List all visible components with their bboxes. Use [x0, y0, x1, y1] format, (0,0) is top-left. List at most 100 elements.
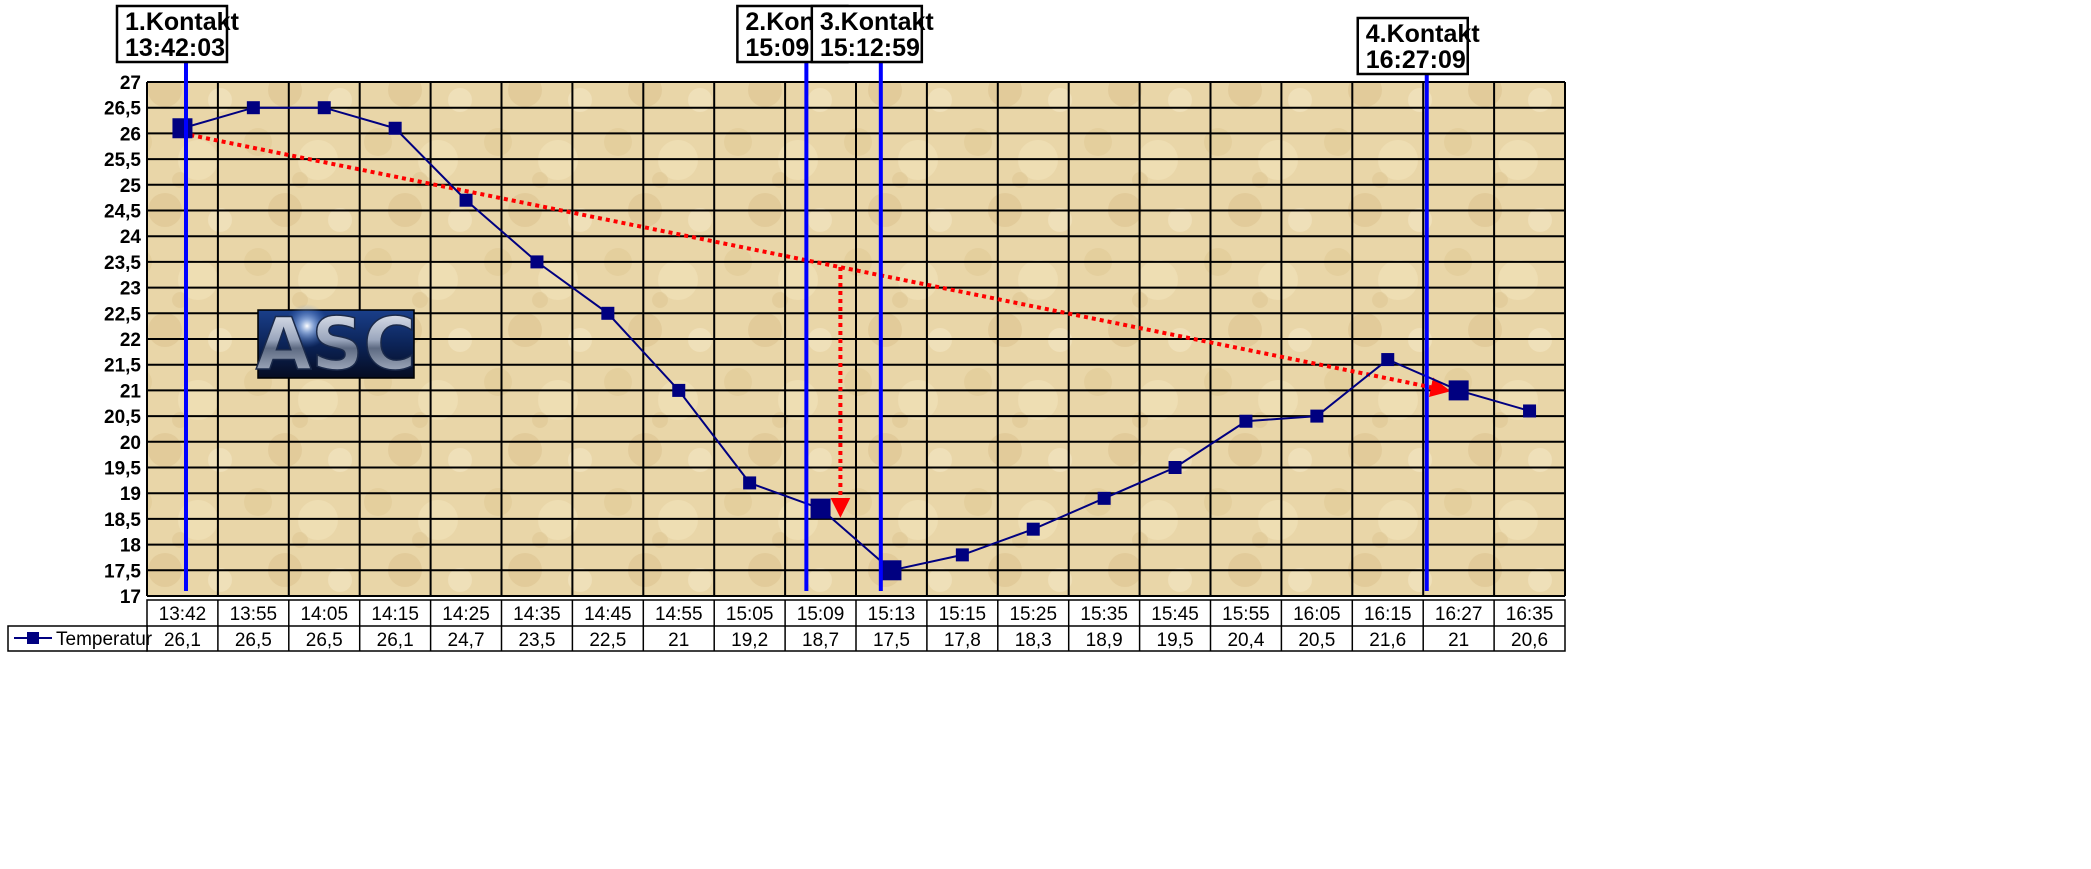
data-label: 23,5 — [518, 630, 555, 651]
data-point — [388, 121, 402, 135]
data-label: 17,5 — [873, 630, 910, 651]
data-label: 18,7 — [802, 630, 839, 651]
y-tick-label: 27 — [120, 73, 141, 94]
data-label: 24,7 — [448, 630, 485, 651]
x-tick-label: 14:35 — [513, 604, 561, 625]
x-tick-label: 14:25 — [442, 604, 490, 625]
contact-annotation-box — [1356, 16, 1469, 76]
asc-logo: ASC — [255, 301, 417, 387]
data-label: 20,6 — [1511, 630, 1548, 651]
contact-annotations: 1.Kontakt13:42:032.Kontakt15:09:363.Kont… — [115, 4, 1481, 76]
data-label: 18,3 — [1015, 630, 1052, 651]
x-tick-label: 16:15 — [1364, 604, 1412, 625]
contact-data-point — [172, 118, 193, 139]
data-table: 13:42 26,1 13:55 26,5 14:05 26,5 14:15 26,1 14:2… — [7, 599, 1566, 652]
y-axis-ticks: 17 17,5 18 18,5 19 19,5 20 20,5 21 21,5 22 22,5 23 23… — [104, 73, 141, 608]
y-tick-label: 22,5 — [104, 304, 141, 325]
data-label: 17,8 — [944, 630, 981, 651]
gridlines — [146, 81, 1566, 597]
x-tick-label: 15:09 — [797, 604, 845, 625]
x-tick-label: 15:13 — [868, 604, 916, 625]
data-point — [1026, 522, 1040, 536]
contact-label: 1.Kontakt — [125, 8, 240, 36]
contact-label: 4.Kontakt — [1366, 20, 1481, 48]
y-tick-label: 17 — [120, 587, 141, 608]
data-label: 26,5 — [235, 630, 272, 651]
contact-time: 16:27:09 — [1366, 46, 1466, 74]
x-tick-label: 15:25 — [1009, 604, 1057, 625]
data-point — [1523, 404, 1537, 418]
data-point — [601, 306, 615, 320]
y-tick-label: 17,5 — [104, 561, 141, 582]
y-tick-label: 23,5 — [104, 253, 141, 274]
data-label: 26,1 — [164, 630, 201, 651]
contact-time: 13:42:03 — [125, 34, 225, 62]
legend-series-name: Temperatur — [56, 629, 153, 650]
x-tick-label: 15:55 — [1222, 604, 1270, 625]
x-tick-label: 16:27 — [1435, 604, 1483, 625]
contact-time: 15:12:59 — [820, 34, 920, 62]
data-label: 21 — [668, 630, 689, 651]
y-tick-label: 23 — [120, 279, 141, 300]
x-tick-label: 13:55 — [230, 604, 278, 625]
y-tick-label: 20 — [120, 433, 141, 454]
contact-label: 3.Kontakt — [820, 8, 935, 36]
contact-data-point — [881, 560, 902, 581]
data-point — [672, 383, 686, 397]
y-tick-label: 24,5 — [104, 202, 141, 223]
y-tick-label: 19,5 — [104, 459, 141, 480]
logo-flare-icon — [285, 304, 329, 348]
x-tick-label: 13:42 — [159, 604, 207, 625]
x-tick-label: 15:35 — [1080, 604, 1128, 625]
y-tick-label: 18,5 — [104, 510, 141, 531]
data-label: 20,4 — [1227, 630, 1264, 651]
contact-data-point — [810, 498, 831, 519]
data-label: 22,5 — [589, 630, 626, 651]
contact-lines — [183, 62, 1429, 591]
x-tick-label: 15:05 — [726, 604, 774, 625]
y-tick-label: 25 — [120, 176, 142, 197]
y-tick-label: 20,5 — [104, 407, 141, 428]
logo-text: ASC — [256, 302, 416, 386]
data-point — [1310, 409, 1324, 423]
data-label: 20,5 — [1298, 630, 1335, 651]
y-tick-label: 25,5 — [104, 150, 141, 171]
x-tick-label: 16:35 — [1506, 604, 1554, 625]
contact-annotation-box — [115, 4, 229, 64]
data-point — [1239, 414, 1253, 428]
x-tick-label: 14:55 — [655, 604, 703, 625]
trend-arrow — [182, 131, 1451, 398]
x-tick-label: 14:15 — [371, 604, 419, 625]
y-tick-label: 21,5 — [104, 356, 141, 377]
data-label: 19,2 — [731, 630, 768, 651]
x-tick-label: 14:45 — [584, 604, 632, 625]
y-tick-label: 22 — [120, 330, 141, 351]
x-tick-label: 16:05 — [1293, 604, 1341, 625]
y-tick-label: 24 — [120, 227, 142, 248]
data-point — [246, 101, 260, 115]
data-label: 26,1 — [377, 630, 414, 651]
data-label: 18,9 — [1086, 630, 1123, 651]
data-point — [1168, 461, 1182, 474]
series-line — [182, 106, 1530, 572]
data-label: 26,5 — [306, 630, 343, 651]
data-point — [1381, 353, 1395, 367]
data-point — [459, 193, 473, 207]
data-point — [317, 101, 331, 115]
data-label: 21 — [1448, 630, 1469, 651]
y-tick-label: 21 — [120, 381, 142, 402]
y-tick-label: 26 — [120, 124, 141, 145]
data-point — [1097, 491, 1111, 505]
temperature-series — [172, 101, 1537, 581]
data-point — [955, 548, 969, 562]
contact-annotation-box — [810, 4, 924, 64]
trend-arrows — [182, 131, 1451, 518]
legend-marker-icon — [27, 632, 39, 644]
x-tick-label: 15:15 — [939, 604, 987, 625]
y-tick-label: 19 — [120, 484, 141, 505]
x-tick-label: 14:05 — [300, 604, 348, 625]
data-point — [743, 476, 757, 490]
contact-data-point — [1448, 380, 1469, 401]
data-label: 21,6 — [1369, 630, 1406, 651]
